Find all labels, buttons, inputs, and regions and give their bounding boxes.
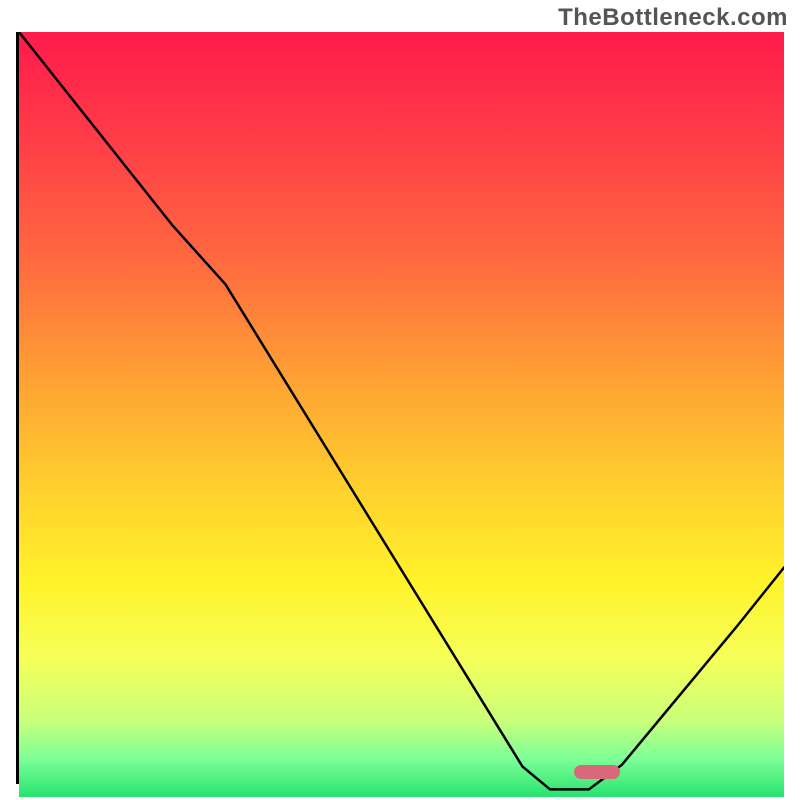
plot-area: [16, 32, 784, 784]
watermark-text: TheBottleneck.com: [558, 4, 788, 32]
bottleneck-curve: [19, 32, 784, 797]
chart-container: TheBottleneck.com: [0, 0, 800, 800]
optimal-marker: [574, 765, 620, 779]
